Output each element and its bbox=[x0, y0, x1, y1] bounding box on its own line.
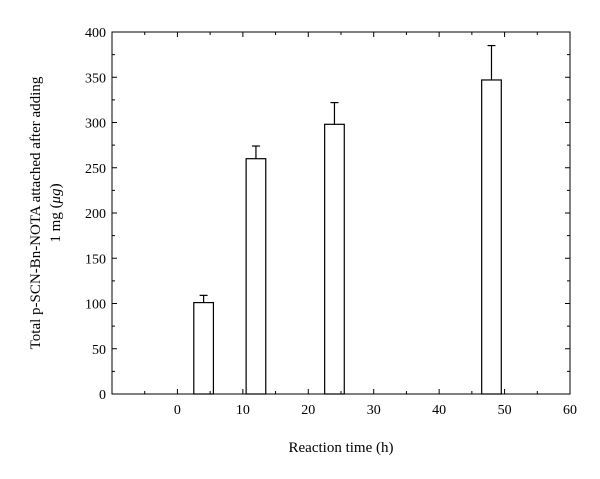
y-tick-label: 350 bbox=[85, 71, 106, 86]
y-tick-label: 100 bbox=[85, 298, 106, 313]
bars bbox=[193, 44, 502, 395]
y-axis-title-unit: μg bbox=[48, 188, 64, 205]
y-axis-title-prefix: 1 mg ( bbox=[48, 203, 64, 242]
y-axis-title-line1: Total p-SCN-Bn-NOTA attached after addin… bbox=[28, 76, 44, 349]
ticks: 0 10 20 30 40 50 60 0 50 100 150 200 250 300 350 400 bbox=[85, 26, 577, 418]
bar bbox=[481, 79, 502, 395]
x-tick-label: 40 bbox=[432, 403, 446, 418]
y-axis-title-suffix: ) bbox=[48, 183, 64, 188]
bar bbox=[193, 301, 215, 395]
x-tick-label: 60 bbox=[563, 403, 577, 418]
y-tick-label: 150 bbox=[85, 252, 106, 267]
y-tick-label: 300 bbox=[85, 117, 106, 132]
x-tick-label: 50 bbox=[498, 403, 512, 418]
y-axis-title: Total p-SCN-Bn-NOTA attached after addin… bbox=[28, 76, 64, 349]
y-tick-label: 200 bbox=[85, 207, 106, 222]
y-tick-label: 250 bbox=[85, 162, 106, 177]
x-tick-label: 10 bbox=[236, 403, 250, 418]
y-tick-label: 400 bbox=[85, 26, 106, 41]
x-tick-label: 20 bbox=[301, 403, 315, 418]
y-tick-label: 50 bbox=[92, 343, 106, 358]
x-tick-label: 30 bbox=[367, 403, 381, 418]
bar bbox=[324, 123, 345, 395]
y-axis-title-line2: 1 mg (μg) bbox=[48, 183, 64, 242]
x-axis-title: Reaction time (h) bbox=[289, 440, 394, 456]
x-tick-label: 0 bbox=[174, 403, 181, 418]
bar bbox=[245, 158, 267, 395]
y-tick-label: 0 bbox=[99, 388, 106, 403]
